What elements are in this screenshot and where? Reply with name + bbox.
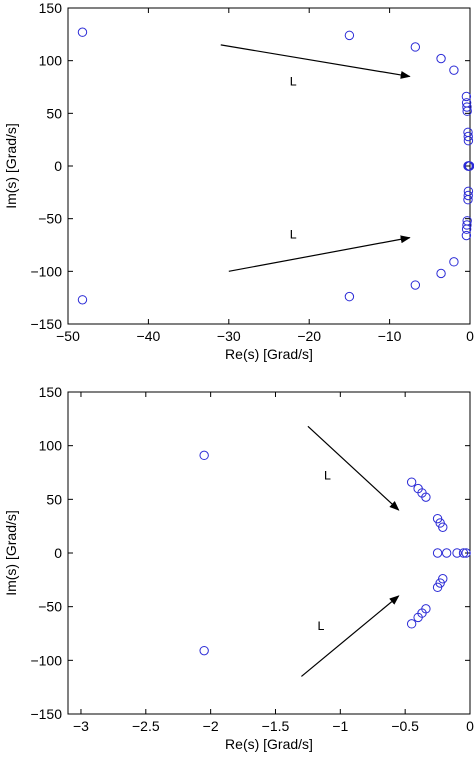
- pole-point: [452, 548, 462, 558]
- pole-point: [441, 548, 452, 558]
- pole-point: [462, 220, 472, 230]
- x-tick-label: −10: [378, 328, 402, 344]
- x-tick-label: −2: [203, 718, 219, 734]
- pole-point: [463, 131, 473, 142]
- x-tick-label: −20: [297, 328, 321, 344]
- annotation-arrow: [307, 425, 400, 511]
- pole-point: [438, 574, 448, 584]
- pole-point: [461, 91, 472, 102]
- x-tick-label: −0.5: [391, 718, 419, 734]
- x-tick-label: −50: [56, 328, 80, 344]
- y-tick-label: 150: [39, 384, 63, 400]
- pole-point: [438, 522, 448, 532]
- x-tick-label: 0: [466, 718, 474, 734]
- x-axis-label: Re(s) [Grad/s]: [225, 346, 313, 362]
- pole-point: [406, 619, 417, 629]
- pole-point: [461, 548, 471, 558]
- y-tick-label: −150: [30, 316, 62, 332]
- x-tick-label: −2.5: [132, 718, 160, 734]
- bottom-pole-plot: −3 −2.5 −2 −1.5 −1 −0.5 0 −150 −100 −50 0 50 100 150 R…: [3, 384, 474, 752]
- y-tick-label: 0: [54, 545, 62, 561]
- pole-point: [449, 257, 459, 267]
- pole-point: [421, 492, 431, 502]
- pole-point: [463, 186, 474, 196]
- x-tick-label: −3: [73, 718, 89, 734]
- pole-point: [432, 548, 443, 558]
- pole-point: [449, 65, 459, 75]
- pole-point: [199, 645, 209, 656]
- annotation-label: L: [323, 469, 331, 484]
- y-tick-label: 0: [54, 158, 62, 174]
- annotation-arrow: [228, 235, 411, 272]
- top-pole-plot: −50 −40 −30 −20 −10 0−150−100−50050100150Re(s…: [3, 0, 474, 362]
- annotation-label: L: [289, 227, 297, 242]
- pole-point: [436, 268, 446, 279]
- y-tick-label: 50: [46, 491, 62, 507]
- pole-point: [406, 477, 417, 487]
- annotation-arrow: [220, 44, 411, 79]
- y-tick-label: −50: [38, 599, 62, 615]
- y-tick-label: −50: [38, 211, 62, 227]
- pole-point: [462, 102, 472, 112]
- x-tick-label: −1.5: [262, 718, 290, 734]
- x-tick-label: −1: [332, 718, 348, 734]
- plot-frame: [67, 7, 471, 325]
- pole-point: [421, 604, 431, 614]
- pole-point: [77, 295, 88, 305]
- pole-point: [462, 216, 472, 226]
- pole-point: [463, 190, 473, 201]
- y-tick-label: 100: [39, 53, 63, 69]
- annotation-label: L: [289, 75, 297, 90]
- pole-point: [462, 106, 472, 116]
- pole-point: [410, 280, 421, 290]
- y-tick-label: −150: [30, 706, 62, 722]
- x-tick-label: −30: [217, 328, 241, 344]
- y-tick-label: −100: [30, 652, 62, 668]
- y-tick-label: 50: [46, 105, 62, 121]
- y-axis-label: Im(s) [Grad/s]: [3, 510, 19, 596]
- y-tick-label: 150: [39, 0, 63, 16]
- pole-point: [410, 42, 421, 52]
- pole-point: [199, 450, 209, 461]
- x-tick-label: 0: [466, 328, 474, 344]
- pole-point: [77, 27, 88, 37]
- pole-point: [344, 30, 355, 41]
- pole-point: [461, 230, 472, 241]
- x-axis-label: Re(s) [Grad/s]: [225, 736, 313, 752]
- y-axis-label: Im(s) [Grad/s]: [3, 123, 19, 209]
- y-tick-label: −100: [30, 263, 62, 279]
- pole-point: [458, 548, 469, 558]
- pole-point: [344, 291, 355, 302]
- x-tick-label: −40: [137, 328, 161, 344]
- y-tick-label: 100: [39, 438, 63, 454]
- pole-point: [463, 136, 474, 146]
- annotation-arrow: [301, 595, 400, 677]
- annotation-label: L: [317, 619, 325, 634]
- plot-frame: [67, 391, 471, 715]
- pole-point: [436, 53, 446, 64]
